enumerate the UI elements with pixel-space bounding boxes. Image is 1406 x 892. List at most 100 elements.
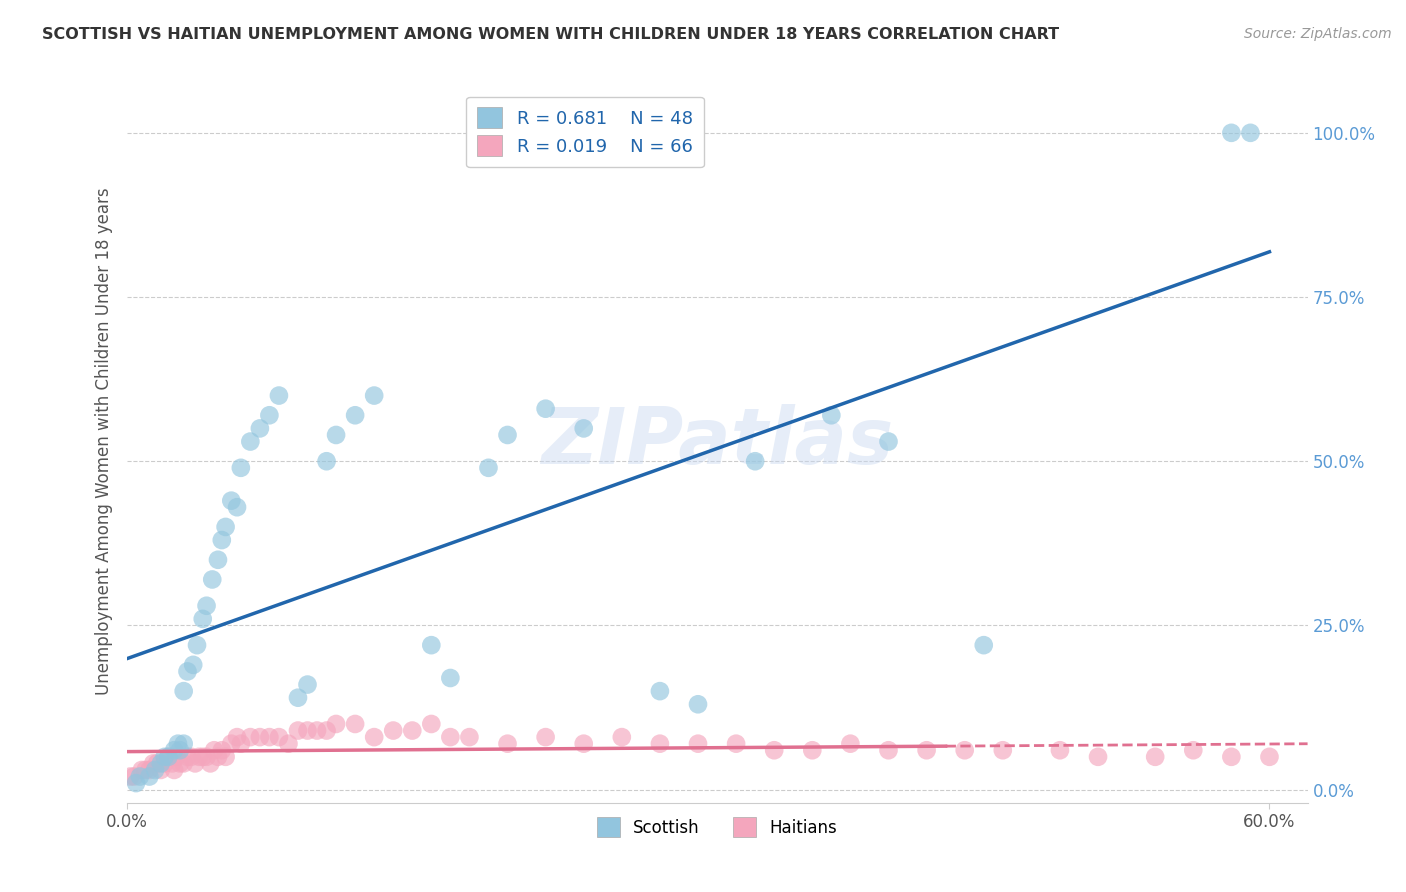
Point [211, 743, 233, 757]
Point [149, 763, 172, 777]
Point [572, 737, 595, 751]
Point [325, 428, 347, 442]
Point [181, 657, 204, 672]
Point [207, 553, 229, 567]
Text: SCOTTISH VS HAITIAN UNEMPLOYMENT AMONG WOMEN WITH CHILDREN UNDER 18 YEARS CORREL: SCOTTISH VS HAITIAN UNEMPLOYMENT AMONG W… [42, 27, 1059, 42]
Point [200, 756, 222, 771]
Point [363, 388, 385, 402]
Point [195, 599, 218, 613]
Point [176, 749, 198, 764]
Point [226, 500, 249, 515]
Point [153, 756, 176, 771]
Point [458, 730, 481, 744]
Point [191, 749, 214, 764]
Point [149, 756, 172, 771]
Point [973, 638, 995, 652]
Point [477, 460, 499, 475]
Point [195, 749, 218, 764]
Point [249, 421, 271, 435]
Point [1182, 743, 1205, 757]
Point [221, 737, 243, 751]
Point [344, 717, 367, 731]
Point [165, 749, 187, 764]
Point [305, 723, 328, 738]
Point [439, 730, 461, 744]
Point [915, 743, 938, 757]
Point [226, 730, 249, 744]
Point [202, 743, 225, 757]
Point [277, 737, 299, 751]
Point [420, 638, 443, 652]
Point [439, 671, 461, 685]
Point [173, 756, 195, 771]
Point [163, 743, 186, 757]
Point [157, 749, 180, 764]
Point [186, 638, 208, 652]
Point [287, 690, 309, 705]
Point [763, 743, 786, 757]
Point [214, 520, 236, 534]
Point [239, 730, 262, 744]
Point [496, 737, 519, 751]
Point [173, 737, 195, 751]
Point [534, 730, 557, 744]
Y-axis label: Unemployment Among Women with Children Under 18 years: Unemployment Among Women with Children U… [94, 187, 112, 696]
Point [122, 770, 145, 784]
Point [146, 756, 169, 771]
Text: Source: ZipAtlas.com: Source: ZipAtlas.com [1244, 27, 1392, 41]
Point [162, 756, 184, 771]
Point [221, 493, 243, 508]
Point [877, 434, 900, 449]
Point [297, 677, 319, 691]
Point [169, 743, 191, 757]
Point [648, 684, 671, 698]
Point [259, 730, 281, 744]
Point [142, 756, 165, 771]
Point [382, 723, 405, 738]
Point [214, 749, 236, 764]
Point [953, 743, 976, 757]
Point [287, 723, 309, 738]
Point [125, 776, 148, 790]
Point [820, 409, 842, 423]
Point [229, 460, 252, 475]
Point [267, 730, 290, 744]
Point [180, 749, 202, 764]
Point [120, 770, 142, 784]
Point [128, 770, 150, 784]
Point [157, 749, 180, 764]
Point [1239, 126, 1261, 140]
Point [363, 730, 385, 744]
Point [344, 409, 367, 423]
Point [572, 421, 595, 435]
Point [249, 730, 271, 744]
Point [686, 698, 709, 712]
Point [135, 763, 157, 777]
Point [648, 737, 671, 751]
Legend: Scottish, Haitians: Scottish, Haitians [588, 809, 846, 845]
Point [138, 763, 160, 777]
Point [211, 533, 233, 547]
Point [131, 763, 153, 777]
Point [138, 770, 160, 784]
Point [1144, 749, 1167, 764]
Point [991, 743, 1014, 757]
Point [176, 665, 198, 679]
Point [267, 388, 290, 402]
Point [163, 763, 186, 777]
Point [1258, 749, 1281, 764]
Point [610, 730, 633, 744]
Point [169, 756, 191, 771]
Point [1087, 749, 1109, 764]
Point [315, 454, 337, 468]
Point [801, 743, 824, 757]
Point [725, 737, 748, 751]
Point [239, 434, 262, 449]
Point [401, 723, 423, 738]
Point [191, 612, 214, 626]
Point [297, 723, 319, 738]
Point [229, 737, 252, 751]
Point [839, 737, 862, 751]
Point [496, 428, 519, 442]
Text: ZIPatlas: ZIPatlas [541, 403, 893, 480]
